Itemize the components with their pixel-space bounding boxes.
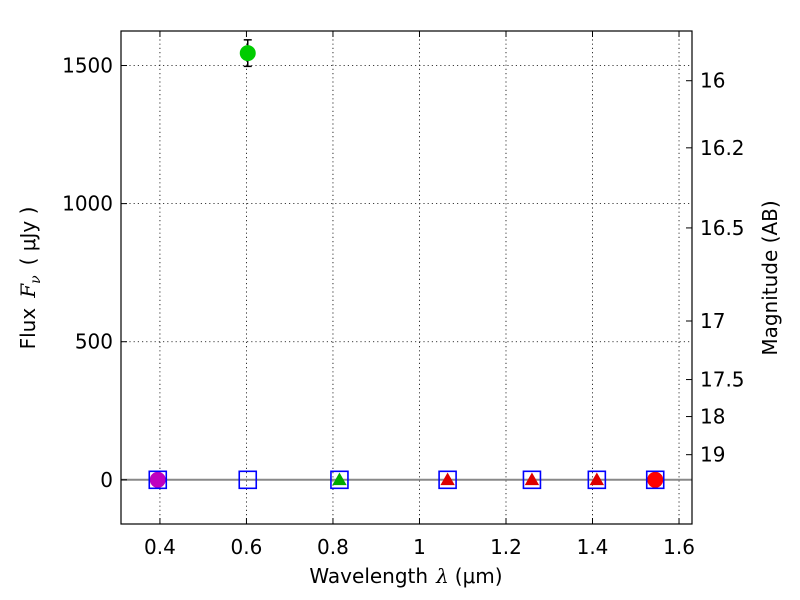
data-point-detection-red [647, 471, 664, 488]
y-tick-label: 1000 [62, 192, 113, 216]
x-tick-label: 0.4 [144, 535, 176, 559]
plot-frame [120, 30, 693, 525]
x-axis-label: Wavelength λ (μm) [309, 564, 502, 588]
y2-tick-label: 16 [700, 69, 725, 93]
x-tick-label: 1 [413, 535, 426, 559]
model-point [438, 470, 457, 490]
model-point [238, 470, 258, 490]
y-tick-label: 1500 [62, 54, 113, 78]
data-marks [148, 39, 665, 490]
axis-ticks: 0.4 0.6 0.8 1 1.2 1.4 1.6 0 500 1000 1500 16 16.2 16.… [62, 31, 745, 559]
model-point [148, 470, 168, 490]
y2-tick-label: 18 [700, 405, 725, 429]
upper-limit-upper-limit-green [332, 472, 347, 486]
upper-limit-upper-limit-red [524, 472, 540, 486]
upper-limit-upper-limit-red [589, 472, 605, 486]
y2-tick-label: 17.5 [700, 368, 745, 392]
model-point [645, 470, 665, 490]
y2-tick-label: 16.5 [700, 216, 745, 240]
upper-limit-upper-limit-red [440, 472, 455, 486]
x-tick-label: 0.8 [317, 535, 349, 559]
data-point-detection-green [239, 45, 256, 62]
y2-tick-label: 19 [700, 443, 725, 467]
x-tick-label: 1.6 [663, 535, 695, 559]
y-axis-label: FluxFν( μJy ) [16, 207, 44, 350]
model-point [522, 470, 542, 490]
y2-axis-label: Magnitude (AB) [758, 200, 782, 355]
data-point-detection-magenta [149, 471, 166, 488]
x-tick-label: 0.6 [231, 535, 263, 559]
model-point [330, 470, 349, 490]
x-tick-label: 1.2 [490, 535, 522, 559]
y-tick-label: 500 [75, 330, 113, 354]
y2-tick-label: 17 [700, 309, 725, 333]
model-point [587, 470, 607, 490]
y-tick-label: 0 [100, 468, 113, 492]
x-tick-label: 1.4 [577, 535, 609, 559]
y2-tick-label: 16.2 [700, 136, 745, 160]
